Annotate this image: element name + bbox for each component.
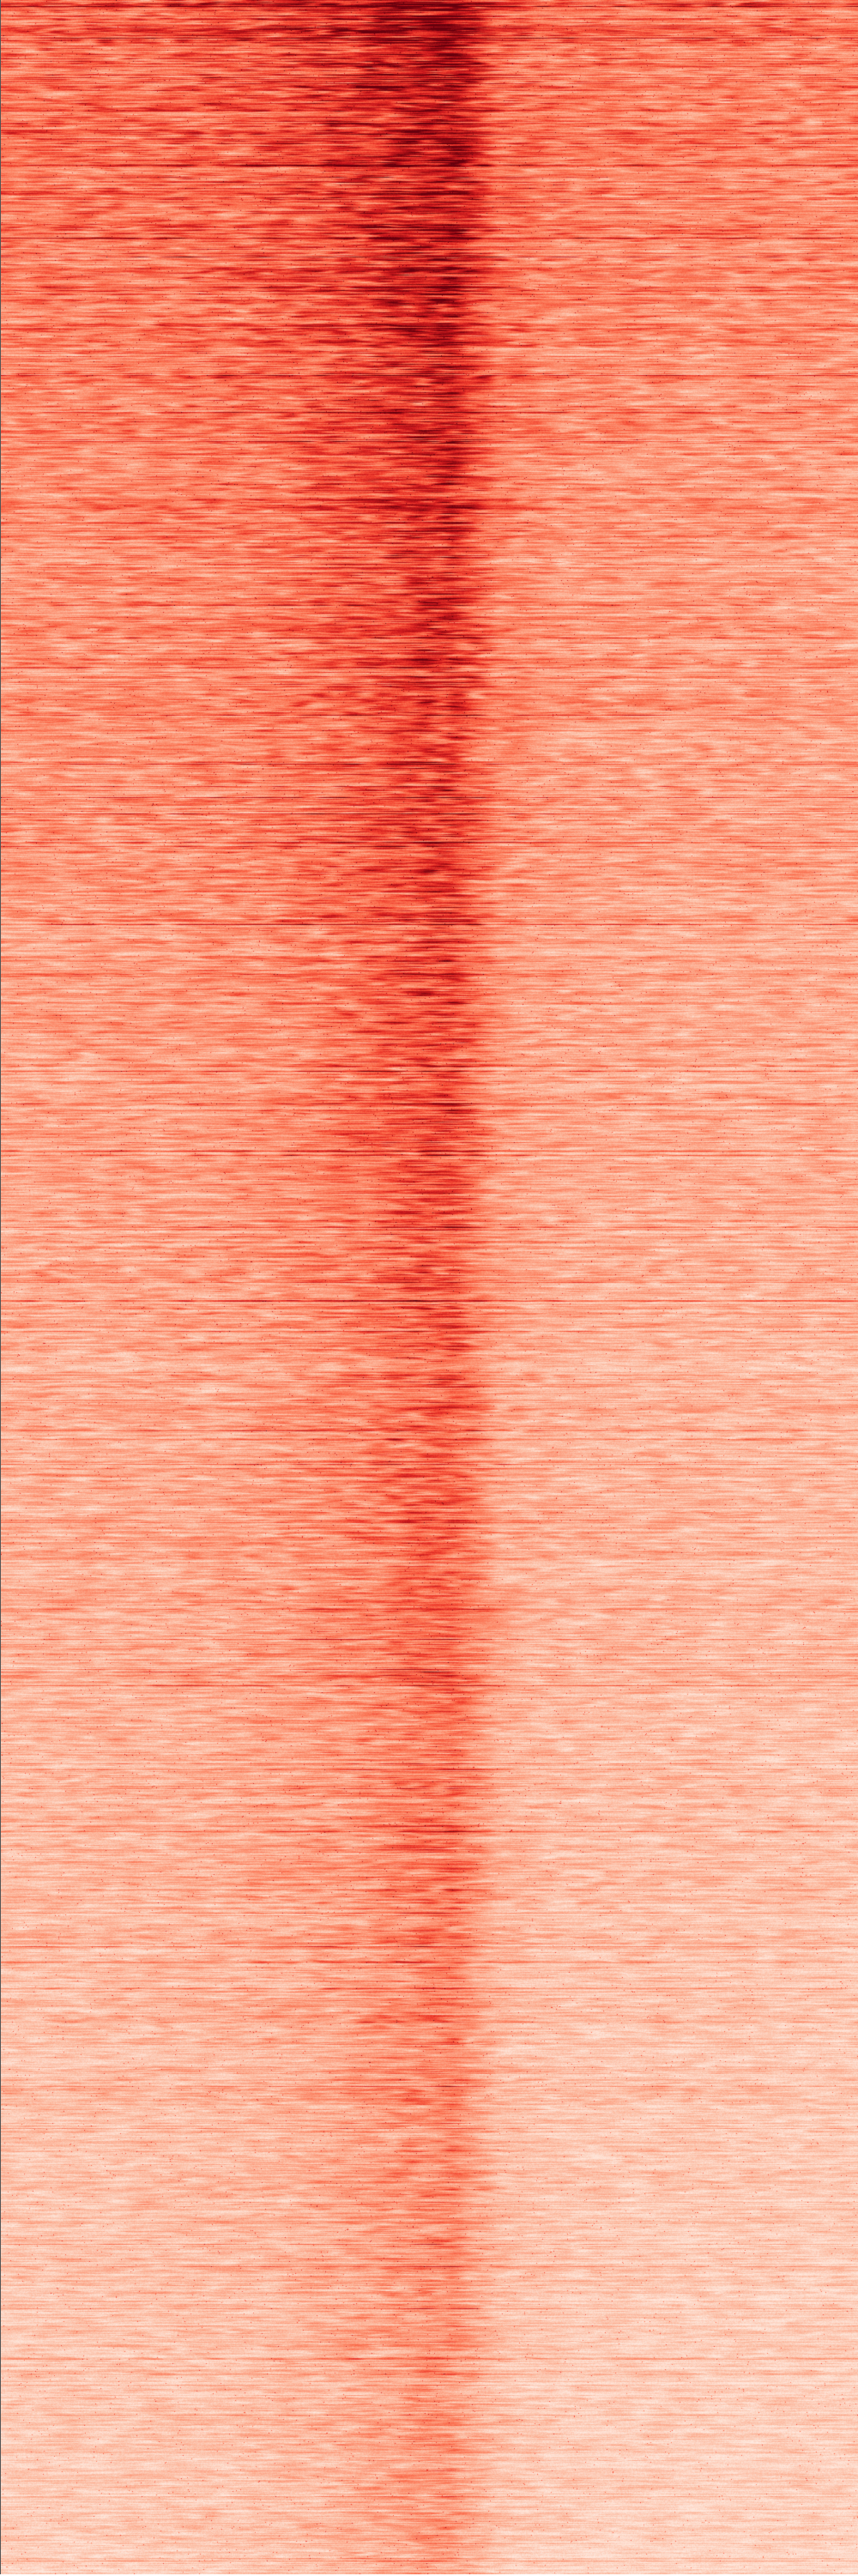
y-axis-line [0,0,1,2574]
